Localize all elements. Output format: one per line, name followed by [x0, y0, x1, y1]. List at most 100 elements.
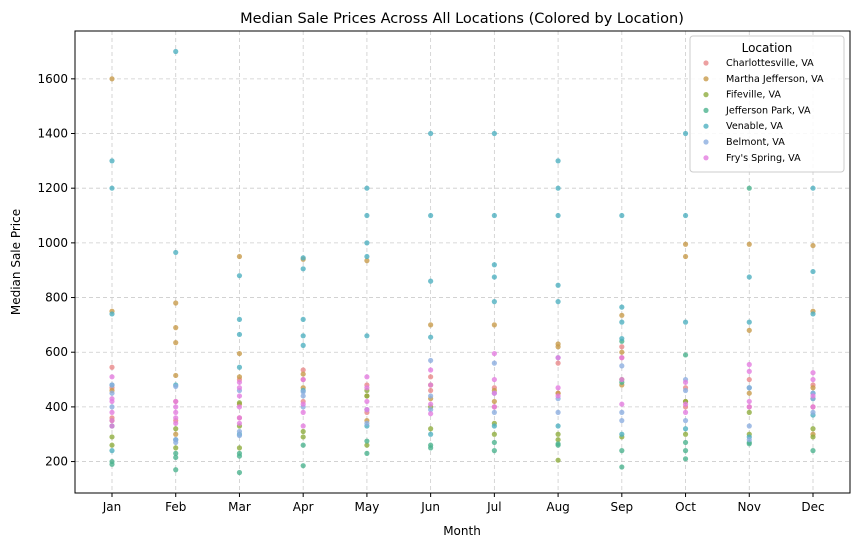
- data-point: [491, 130, 497, 137]
- data-point: [682, 352, 689, 358]
- data-point: [236, 364, 243, 370]
- data-point: [682, 319, 689, 325]
- legend-marker: [703, 60, 709, 66]
- data-point: [236, 400, 243, 406]
- data-point: [300, 333, 306, 339]
- data-point: [300, 409, 306, 415]
- legend-label: Martha Jefferson, VA: [726, 74, 824, 85]
- data-point: [236, 404, 243, 410]
- data-point: [619, 212, 625, 219]
- data-point: [428, 426, 434, 432]
- x-tick-label: Jan: [102, 500, 122, 514]
- data-point: [300, 255, 306, 261]
- data-point: [491, 390, 497, 396]
- data-point: [810, 426, 816, 432]
- legend: Location Charlottesville, VA Martha Jeffe…: [689, 35, 845, 173]
- data-point: [555, 212, 561, 219]
- data-points: [109, 48, 816, 476]
- data-point: [746, 327, 752, 333]
- data-point: [109, 409, 115, 415]
- data-point: [173, 439, 179, 446]
- data-point: [428, 357, 434, 364]
- data-point: [682, 212, 689, 219]
- data-point: [109, 382, 115, 388]
- data-point: [364, 258, 370, 264]
- data-point: [173, 48, 179, 55]
- series-points: [109, 376, 816, 463]
- y-axis-title: Median Sale Price: [9, 209, 23, 315]
- data-point: [300, 393, 306, 399]
- data-point: [746, 398, 752, 405]
- data-point: [173, 398, 179, 405]
- y-tick-label: 200: [45, 455, 68, 469]
- data-point: [555, 360, 561, 366]
- data-point: [364, 407, 370, 413]
- data-point: [491, 274, 497, 280]
- data-point: [746, 376, 752, 383]
- data-point: [746, 404, 752, 410]
- x-tick-label: May: [355, 500, 380, 514]
- data-point: [619, 355, 625, 361]
- data-point: [109, 76, 115, 82]
- data-point: [364, 438, 370, 444]
- data-point: [682, 387, 689, 394]
- data-point: [300, 423, 306, 429]
- data-point: [746, 185, 752, 191]
- series-points: [109, 185, 816, 476]
- data-point: [364, 333, 370, 339]
- data-point: [173, 300, 179, 306]
- x-axis: Jan Feb Mar Apr May Jun Jul Aug Sep Oct Nov Dec: [102, 493, 825, 514]
- data-point: [682, 379, 689, 385]
- data-point: [364, 212, 370, 219]
- data-point: [555, 355, 561, 361]
- data-point: [109, 364, 115, 370]
- data-point: [300, 428, 306, 435]
- data-point: [236, 469, 243, 476]
- x-tick-label: Jul: [486, 500, 501, 514]
- data-point: [810, 434, 816, 440]
- data-point: [428, 382, 434, 388]
- legend-label: Fry's Spring, VA: [726, 153, 801, 164]
- data-point: [746, 319, 752, 325]
- data-point: [236, 374, 243, 380]
- data-point: [555, 431, 561, 437]
- series-points: [109, 344, 816, 424]
- data-point: [810, 370, 816, 376]
- data-point: [810, 448, 816, 454]
- data-point: [300, 389, 306, 395]
- y-tick-label: 1200: [37, 181, 68, 195]
- data-point: [619, 349, 625, 355]
- plot-area: [74, 30, 851, 494]
- legend-marker: [703, 76, 709, 82]
- data-point: [619, 401, 625, 407]
- legend-marker: [703, 155, 709, 161]
- data-point: [428, 431, 434, 437]
- legend-title: Location: [742, 41, 793, 55]
- data-point: [491, 350, 497, 357]
- data-point: [555, 442, 561, 448]
- data-point: [173, 325, 179, 331]
- data-point: [555, 299, 561, 305]
- data-point: [300, 266, 306, 272]
- data-point: [555, 158, 561, 164]
- y-tick-label: 800: [45, 291, 68, 305]
- data-point: [173, 340, 179, 346]
- data-point: [173, 467, 179, 473]
- data-point: [491, 322, 497, 328]
- y-tick-label: 1600: [37, 72, 68, 86]
- chart-title: Median Sale Prices Across All Locations …: [240, 11, 684, 27]
- series-points: [109, 355, 816, 446]
- data-point: [810, 409, 816, 415]
- data-point: [491, 360, 497, 366]
- y-axis: 200 400 600 800 1000 1200 1400 1600: [37, 72, 75, 469]
- data-point: [236, 453, 243, 459]
- data-point: [682, 130, 689, 137]
- data-point: [173, 450, 179, 456]
- data-point: [300, 376, 306, 383]
- data-point: [491, 409, 497, 415]
- data-point: [682, 431, 689, 437]
- data-point: [364, 393, 370, 399]
- data-point: [746, 368, 752, 374]
- data-point: [236, 379, 243, 385]
- data-point: [491, 262, 497, 268]
